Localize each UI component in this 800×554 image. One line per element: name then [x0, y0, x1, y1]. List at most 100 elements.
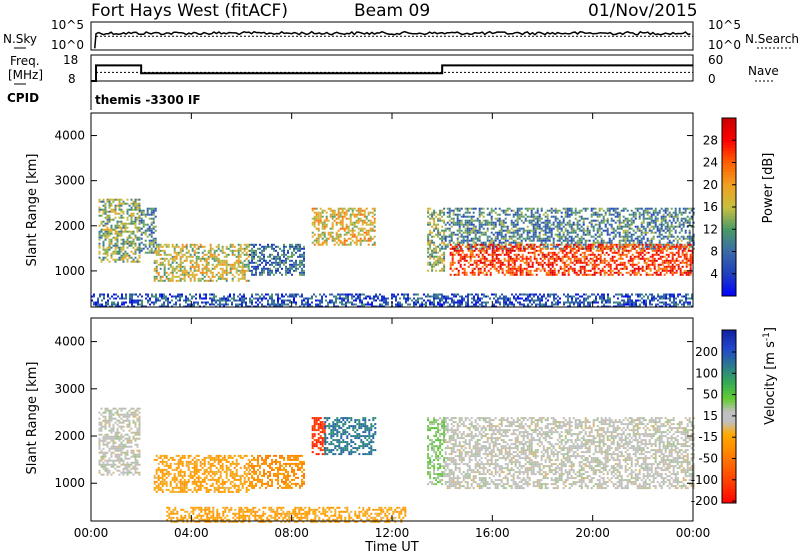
- heatmap-cell-6: [646, 209, 649, 212]
- heatmap-cell-7: [649, 269, 652, 272]
- heatmap-cell-6: [560, 243, 563, 246]
- heatmap-cell-6: [572, 237, 575, 240]
- heatmap-cell-6: [584, 243, 587, 246]
- heatmap-cell-8: [213, 297, 215, 300]
- heatmap-cell-4: [361, 219, 364, 222]
- heatmap-cell-3: [271, 269, 273, 272]
- heatmap-cell-7: [543, 267, 546, 270]
- heatmap-cell-4: [319, 219, 322, 222]
- heatmap-cell-7: [471, 267, 474, 270]
- heatmap-cell-6: [566, 233, 569, 236]
- heatmap-cell-7: [613, 267, 616, 270]
- heatmap-cell-7: [687, 257, 690, 260]
- heatmap-cell-7: [609, 273, 612, 276]
- heatmap-cell-8: [403, 295, 405, 298]
- heatmap-cell-6: [608, 211, 611, 214]
- heatmap-cell-4: [369, 235, 372, 238]
- heatmap-cell-7: [689, 261, 692, 264]
- heatmap-cell-6: [488, 211, 491, 214]
- heatmap-cell-6: [512, 225, 515, 228]
- heatmap-cell-3: [295, 261, 297, 264]
- heatmap-cell-6: [448, 211, 451, 214]
- heatmap-cell-8: [403, 293, 405, 296]
- heatmap-cell-5: [433, 261, 436, 264]
- heatmap-cell-6: [570, 225, 573, 228]
- heatmap-cell-0: [124, 228, 127, 231]
- freq-panel: Freq. [MHz] 18 8 60 0 Nave CPID themis -…: [7, 53, 779, 110]
- heatmap-cell-6: [586, 207, 589, 210]
- heatmap-cell-6: [526, 231, 529, 234]
- heatmap-cell-4: [347, 207, 350, 210]
- heatmap-cell-7: [519, 247, 522, 250]
- heatmap-cell-6: [538, 227, 541, 230]
- heatmap-cell-8: [153, 303, 155, 306]
- heatmap-cell-8: [211, 299, 213, 302]
- heatmap-cell-2: [181, 277, 184, 280]
- heatmap-cell-3: [283, 255, 285, 258]
- heatmap-cell-4: [337, 207, 340, 210]
- heatmap-cell-7: [619, 245, 622, 248]
- heatmap-cell-4: [369, 211, 372, 214]
- heatmap-cell-7: [637, 269, 640, 272]
- heatmap-cell-7: [623, 261, 626, 264]
- heatmap-cell-2: [241, 271, 244, 274]
- heatmap-cell-7: [555, 273, 558, 276]
- heatmap-cell-3: [277, 263, 279, 266]
- heatmap-cell-7: [689, 253, 692, 256]
- heatmap-cell-6: [654, 223, 657, 226]
- heatmap-cell-6: [654, 207, 657, 210]
- heatmap-cell-0: [116, 226, 119, 229]
- heatmap-cell-7: [559, 247, 562, 250]
- heatmap-cell-3: [259, 257, 261, 260]
- heatmap-cell-7: [513, 253, 516, 256]
- heatmap-cell-8: [335, 301, 337, 304]
- heatmap-cell-8: [297, 293, 299, 296]
- heatmap-cell-7: [685, 261, 688, 264]
- heatmap-cell-6: [624, 219, 627, 222]
- heatmap-cell-7: [465, 253, 468, 256]
- heatmap-cell-8: [95, 303, 97, 306]
- heatmap-cell-7: [581, 261, 584, 264]
- heatmap-cell-5: [431, 239, 434, 242]
- heatmap-cell-2: [233, 265, 236, 268]
- heatmap-cell-0: [130, 208, 133, 211]
- heatmap-cell-4: [339, 207, 342, 210]
- heatmap-cell-3: [301, 255, 303, 258]
- heatmap-cell-6: [606, 229, 609, 232]
- heatmap-cell-7: [545, 271, 548, 274]
- heatmap-cell-8: [345, 303, 347, 306]
- heatmap-cell-2: [231, 263, 234, 266]
- heatmap-cell-6: [512, 209, 515, 212]
- heatmap-cell-6: [652, 213, 655, 216]
- heatmap-cell-2: [181, 273, 184, 276]
- heatmap-cell-6: [460, 215, 463, 218]
- heatmap-cell-7: [451, 255, 454, 258]
- heatmap-cell-4: [331, 231, 334, 234]
- heatmap-cell-7: [511, 245, 514, 248]
- heatmap-cell-3: [255, 265, 257, 268]
- heatmap-cell-7: [483, 255, 486, 258]
- heatmap-cell-7: [497, 271, 500, 274]
- heatmap-cell-1: [142, 231, 145, 234]
- heatmap-cell-6: [582, 223, 585, 226]
- heatmap-cell-6: [546, 227, 549, 230]
- heatmap-cell-7: [629, 257, 632, 260]
- heatmap-cell-7: [463, 255, 466, 258]
- heatmap-cell-7: [593, 259, 596, 262]
- heatmap-cell-7: [557, 271, 560, 274]
- heatmap-cell-8: [341, 297, 343, 300]
- heatmap-cell-6: [638, 217, 641, 220]
- heatmap-cell-7: [485, 247, 488, 250]
- heatmap-cell-6: [640, 241, 643, 244]
- heatmap-cell-5: [437, 263, 440, 266]
- heatmap-cell-7: [461, 243, 464, 246]
- heatmap-cell-3: [285, 261, 287, 264]
- heatmap-cell-6: [606, 231, 609, 234]
- heatmap-cell-6: [492, 227, 495, 230]
- heatmap-cell-6: [468, 231, 471, 234]
- heatmap-cell-7: [537, 261, 540, 264]
- heatmap-cell-3: [249, 261, 251, 264]
- heatmap-cell-1: [140, 213, 143, 216]
- heatmap-cell-8: [453, 301, 455, 304]
- heatmap-cell-6: [630, 219, 633, 222]
